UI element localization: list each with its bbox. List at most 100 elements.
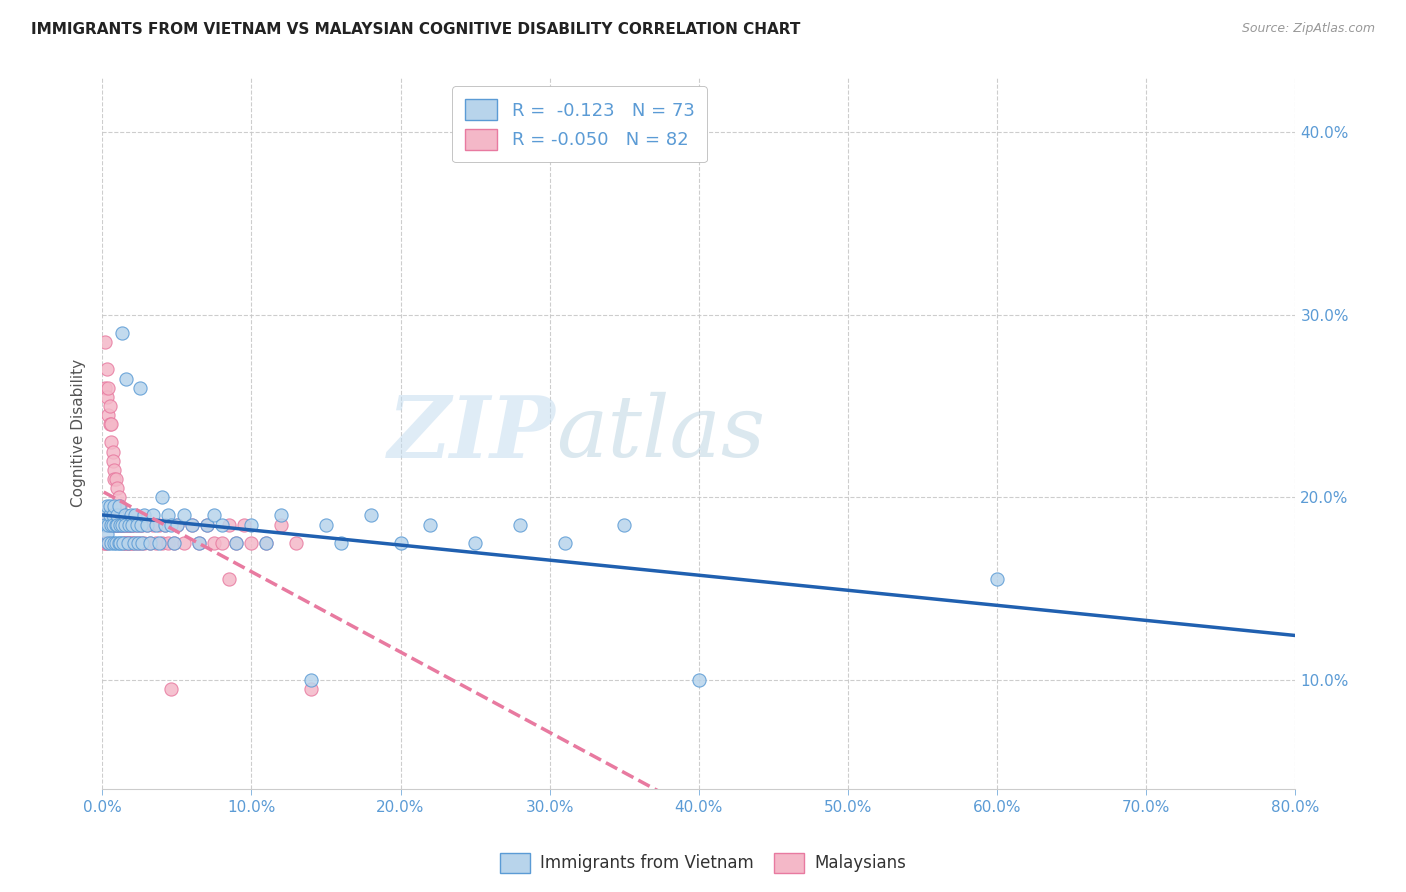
Point bbox=[97, 517, 120, 532]
Point bbox=[103, 536, 125, 550]
Point bbox=[132, 508, 155, 523]
Point bbox=[613, 517, 636, 532]
Point bbox=[122, 517, 145, 532]
Point bbox=[96, 536, 118, 550]
Point bbox=[156, 508, 179, 523]
Point bbox=[225, 536, 247, 550]
Point bbox=[240, 517, 263, 532]
Text: IMMIGRANTS FROM VIETNAM VS MALAYSIAN COGNITIVE DISABILITY CORRELATION CHART: IMMIGRANTS FROM VIETNAM VS MALAYSIAN COG… bbox=[31, 22, 800, 37]
Point bbox=[104, 472, 127, 486]
Point bbox=[124, 508, 146, 523]
Text: atlas: atlas bbox=[555, 392, 765, 475]
Point bbox=[142, 508, 165, 523]
Point bbox=[108, 500, 131, 514]
Point bbox=[509, 517, 531, 532]
Point bbox=[166, 517, 188, 532]
Point bbox=[117, 536, 139, 550]
Point bbox=[202, 536, 225, 550]
Point bbox=[131, 536, 153, 550]
Point bbox=[117, 517, 139, 532]
Point bbox=[98, 517, 121, 532]
Point bbox=[124, 536, 146, 550]
Point bbox=[98, 508, 121, 523]
Point bbox=[98, 399, 121, 413]
Point bbox=[114, 517, 136, 532]
Point bbox=[121, 517, 143, 532]
Point bbox=[270, 508, 292, 523]
Point bbox=[118, 536, 141, 550]
Point bbox=[125, 517, 148, 532]
Point bbox=[107, 517, 129, 532]
Point bbox=[120, 517, 142, 532]
Point bbox=[110, 326, 132, 340]
Point bbox=[93, 536, 115, 550]
Point bbox=[105, 517, 128, 532]
Point bbox=[101, 508, 124, 523]
Point bbox=[112, 536, 135, 550]
Point bbox=[108, 517, 131, 532]
Point bbox=[389, 536, 412, 550]
Point bbox=[103, 517, 125, 532]
Point bbox=[108, 517, 131, 532]
Y-axis label: Cognitive Disability: Cognitive Disability bbox=[72, 359, 86, 508]
Point bbox=[195, 517, 218, 532]
Point bbox=[97, 381, 120, 395]
Point bbox=[127, 536, 149, 550]
Point bbox=[148, 517, 170, 532]
Point bbox=[150, 536, 173, 550]
Point bbox=[188, 536, 211, 550]
Point bbox=[101, 453, 124, 467]
Point bbox=[94, 517, 117, 532]
Point bbox=[129, 536, 152, 550]
Point bbox=[121, 517, 143, 532]
Point bbox=[114, 517, 136, 532]
Point bbox=[180, 517, 202, 532]
Point bbox=[103, 463, 125, 477]
Point bbox=[163, 536, 186, 550]
Point bbox=[173, 536, 195, 550]
Point bbox=[104, 517, 127, 532]
Point bbox=[159, 681, 181, 696]
Point bbox=[163, 536, 186, 550]
Point bbox=[145, 517, 167, 532]
Point bbox=[128, 517, 150, 532]
Point bbox=[315, 517, 337, 532]
Point bbox=[120, 536, 142, 550]
Point bbox=[125, 517, 148, 532]
Point bbox=[97, 408, 120, 422]
Point bbox=[218, 572, 240, 586]
Point bbox=[299, 673, 322, 687]
Point bbox=[139, 536, 162, 550]
Point bbox=[118, 517, 141, 532]
Point bbox=[464, 536, 486, 550]
Point bbox=[100, 536, 122, 550]
Point bbox=[112, 517, 135, 532]
Point bbox=[254, 536, 277, 550]
Point bbox=[97, 536, 120, 550]
Point bbox=[107, 490, 129, 504]
Point bbox=[110, 517, 132, 532]
Text: Source: ZipAtlas.com: Source: ZipAtlas.com bbox=[1241, 22, 1375, 36]
Point bbox=[96, 500, 118, 514]
Point bbox=[329, 536, 352, 550]
Point bbox=[112, 536, 135, 550]
Point bbox=[159, 517, 181, 532]
Point bbox=[136, 517, 159, 532]
Point bbox=[150, 490, 173, 504]
Point bbox=[127, 536, 149, 550]
Point bbox=[104, 536, 127, 550]
Point bbox=[114, 536, 136, 550]
Point bbox=[107, 500, 129, 514]
Point bbox=[986, 572, 1008, 586]
Point bbox=[173, 508, 195, 523]
Point bbox=[139, 536, 162, 550]
Legend: R =  -0.123   N = 73, R = -0.050   N = 82: R = -0.123 N = 73, R = -0.050 N = 82 bbox=[451, 87, 707, 162]
Point bbox=[110, 508, 132, 523]
Point bbox=[211, 517, 233, 532]
Point bbox=[108, 536, 131, 550]
Point bbox=[94, 536, 117, 550]
Point bbox=[299, 681, 322, 696]
Point bbox=[115, 536, 138, 550]
Point bbox=[104, 517, 127, 532]
Point bbox=[100, 517, 122, 532]
